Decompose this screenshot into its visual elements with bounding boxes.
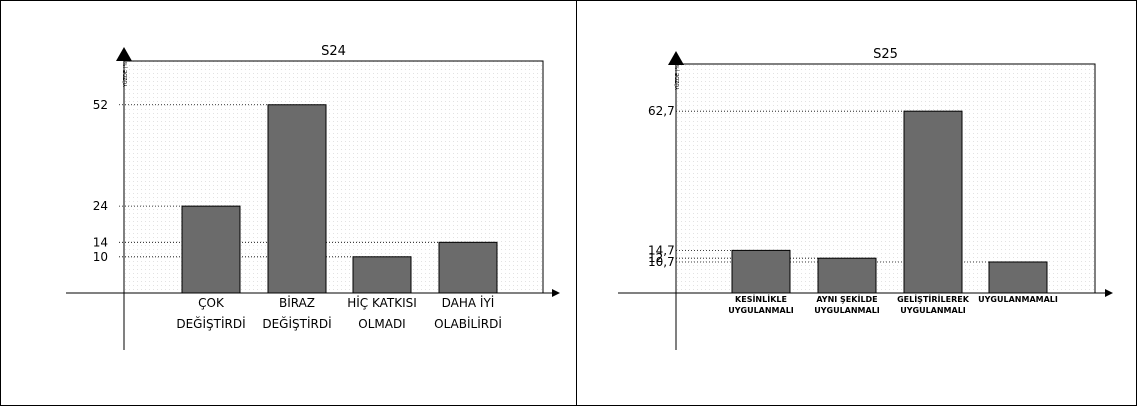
- y-axis-label: YÜZDE (%): [674, 63, 681, 91]
- bar: [817, 257, 877, 294]
- category-label-line: UYGULANMALI: [728, 306, 794, 315]
- category-label: DAHA İYİ OLABİLİRDİ: [434, 295, 502, 331]
- category-label-line: UYGULANMALI: [900, 306, 966, 315]
- bar: [438, 241, 498, 294]
- category-label: KESİNLİKLE UYGULANMALI: [728, 294, 794, 315]
- category-label-line: BİRAZ: [279, 295, 315, 310]
- value-tick-label: 10: [93, 250, 108, 264]
- bar: [903, 110, 963, 294]
- category-label: BİRAZ DEĞİŞTİRDİ: [262, 295, 331, 331]
- x-axis-arrow-icon: [1105, 289, 1113, 297]
- bar: [267, 104, 327, 294]
- value-tick-label: 24: [93, 199, 108, 213]
- category-label: GELİŞTİRİLEREK UYGULANMALI: [897, 294, 970, 315]
- y-axis-arrow-icon: [668, 51, 684, 65]
- value-tick-label: 12: [648, 251, 663, 265]
- bar: [181, 205, 241, 294]
- bar: [731, 249, 791, 294]
- value-tick-label: 14,7: [648, 243, 675, 257]
- category-label: ÇOK DEĞİŞTİRDİ: [176, 296, 245, 331]
- category-label-line: OLABİLİRDİ: [434, 316, 502, 331]
- category-label-line: DEĞİŞTİRDİ: [262, 316, 331, 331]
- category-label-line: UYGULANMAMALI: [978, 295, 1058, 304]
- category-label-line: KESİNLİKLE: [735, 294, 787, 304]
- chart-title: S25: [873, 47, 898, 62]
- bar: [352, 256, 412, 294]
- value-tick-label: 62,7: [648, 104, 675, 118]
- value-tick-label: 14: [93, 235, 108, 249]
- chart-panel-2: S25 YÜZDE (%) 14,712 62,7 10,7 KESİNLİKLE UYGU…: [618, 47, 1113, 350]
- category-label: UYGULANMAMALI: [978, 295, 1058, 304]
- y-axis-label: YÜZDE (%): [122, 60, 129, 88]
- category-label-line: UYGULANMALI: [814, 306, 880, 315]
- value-tick-label: 52: [93, 98, 108, 112]
- x-axis-arrow-icon: [552, 289, 560, 297]
- bar: [988, 261, 1048, 294]
- category-label-line: DEĞİŞTİRDİ: [176, 316, 245, 331]
- y-axis-arrow-icon: [116, 47, 132, 61]
- category-label-line: GELİŞTİRİLEREK: [897, 294, 970, 304]
- category-label: AYNI ŞEKİLDE UYGULANMALI: [814, 294, 880, 315]
- chart-title: S24: [321, 44, 346, 59]
- category-label-line: AYNI ŞEKİLDE: [816, 294, 877, 304]
- category-label: HİÇ KATKISI OLMADI: [347, 295, 417, 331]
- category-label-line: ÇOK: [198, 296, 225, 310]
- value-tick-label: 10,7: [648, 255, 675, 269]
- category-label-line: OLMADI: [358, 317, 405, 331]
- category-label-line: DAHA İYİ: [442, 295, 495, 310]
- category-label-line: HİÇ KATKISI: [347, 295, 417, 310]
